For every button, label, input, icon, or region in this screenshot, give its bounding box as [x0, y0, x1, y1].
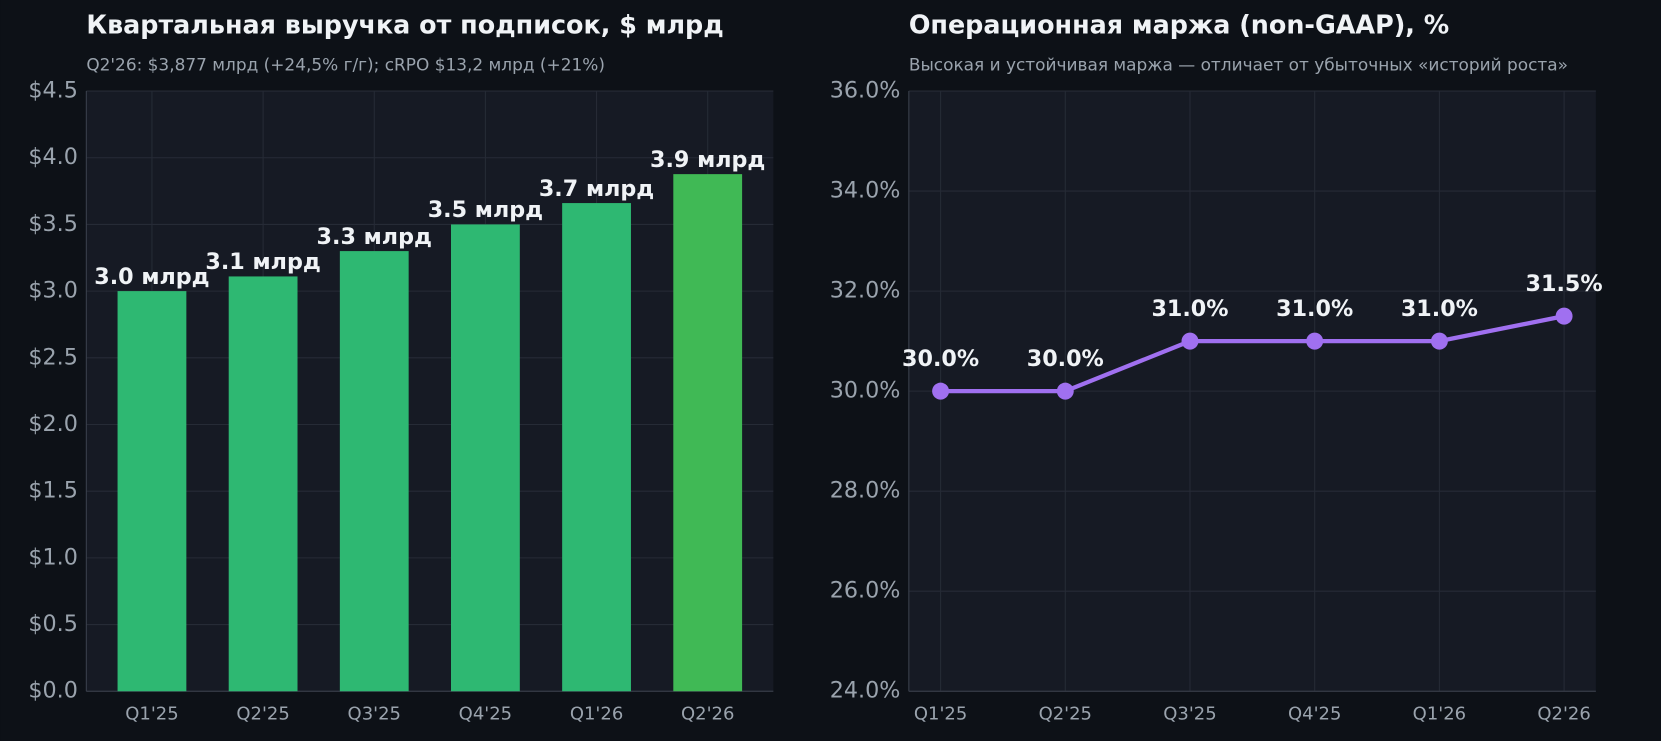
point [1555, 307, 1573, 325]
point [1430, 332, 1448, 350]
x-tick-label: Q2'25 [1039, 704, 1092, 725]
y-tick-label: $2.5 [28, 344, 77, 370]
data-label: 3.7 млрд [539, 176, 654, 202]
data-label: 31.5% [1526, 271, 1603, 297]
y-tick-label: $4.5 [28, 78, 77, 104]
data-label: 3.3 млрд [317, 224, 432, 250]
data-label: 30.0% [902, 346, 979, 372]
data-label: 30.0% [1027, 346, 1104, 372]
chart-subtitle: Q2'26: $3,877 млрд (+24,5% г/г); cRPO $1… [86, 55, 605, 75]
y-tick-label: $3.0 [28, 278, 77, 304]
y-tick-label: 28.0% [830, 478, 901, 504]
x-tick-label: Q4'25 [1288, 704, 1341, 725]
y-tick-label: 26.0% [830, 578, 901, 604]
y-tick-label: $3.5 [28, 211, 77, 237]
data-label: 3.1 млрд [205, 249, 320, 275]
x-tick-label: Q3'25 [1163, 704, 1216, 725]
y-tick-label: $2.0 [28, 411, 77, 437]
y-tick-label: $4.0 [28, 144, 77, 170]
bar [562, 203, 631, 692]
point [932, 382, 950, 400]
data-label: 31.0% [1151, 296, 1228, 322]
y-tick-label: 32.0% [830, 278, 901, 304]
line [940, 314, 1565, 394]
point [1056, 382, 1074, 400]
bar [117, 291, 187, 692]
data-label: 3.9 млрд [650, 147, 765, 173]
y-tick-label: $0.5 [28, 611, 77, 637]
point [1306, 332, 1324, 350]
x-tick-label: Q3'25 [348, 704, 401, 725]
x-tick-label: Q1'26 [570, 704, 623, 725]
chart-title: Операционная маржа (non-GAAP), % [909, 9, 1449, 39]
y-tick-label: $1.5 [28, 478, 77, 504]
bar [673, 174, 743, 692]
x-tick-label: Q2'25 [236, 704, 289, 725]
plot-area [86, 91, 774, 692]
y-tick-label: 34.0% [830, 178, 901, 204]
x-tick-label: Q1'25 [914, 704, 967, 725]
bar [339, 251, 409, 692]
chart-subtitle: Высокая и устойчивая маржа — отличает от… [909, 55, 1568, 75]
y-tick-label: 30.0% [830, 378, 901, 404]
y-tick-label: 36.0% [830, 78, 901, 104]
x-tick-label: Q1'26 [1413, 704, 1466, 725]
data-label: 3.0 млрд [94, 264, 209, 290]
x-tick-label: Q2'26 [1537, 704, 1590, 725]
y-tick-label: 24.0% [830, 678, 901, 704]
bar [451, 224, 520, 692]
data-label: 3.5 млрд [428, 197, 543, 223]
y-tick-label: $0.0 [28, 678, 77, 704]
x-tick-label: Q1'25 [125, 704, 178, 725]
point [1181, 332, 1199, 350]
y-tick-label: $1.0 [28, 544, 77, 570]
chart-title: Квартальная выручка от подписок, $ млрд [86, 9, 723, 39]
data-label: 31.0% [1276, 296, 1353, 322]
bar [228, 276, 298, 692]
x-tick-label: Q2'26 [681, 704, 734, 725]
data-label: 31.0% [1401, 296, 1478, 322]
x-tick-label: Q4'25 [459, 704, 512, 725]
